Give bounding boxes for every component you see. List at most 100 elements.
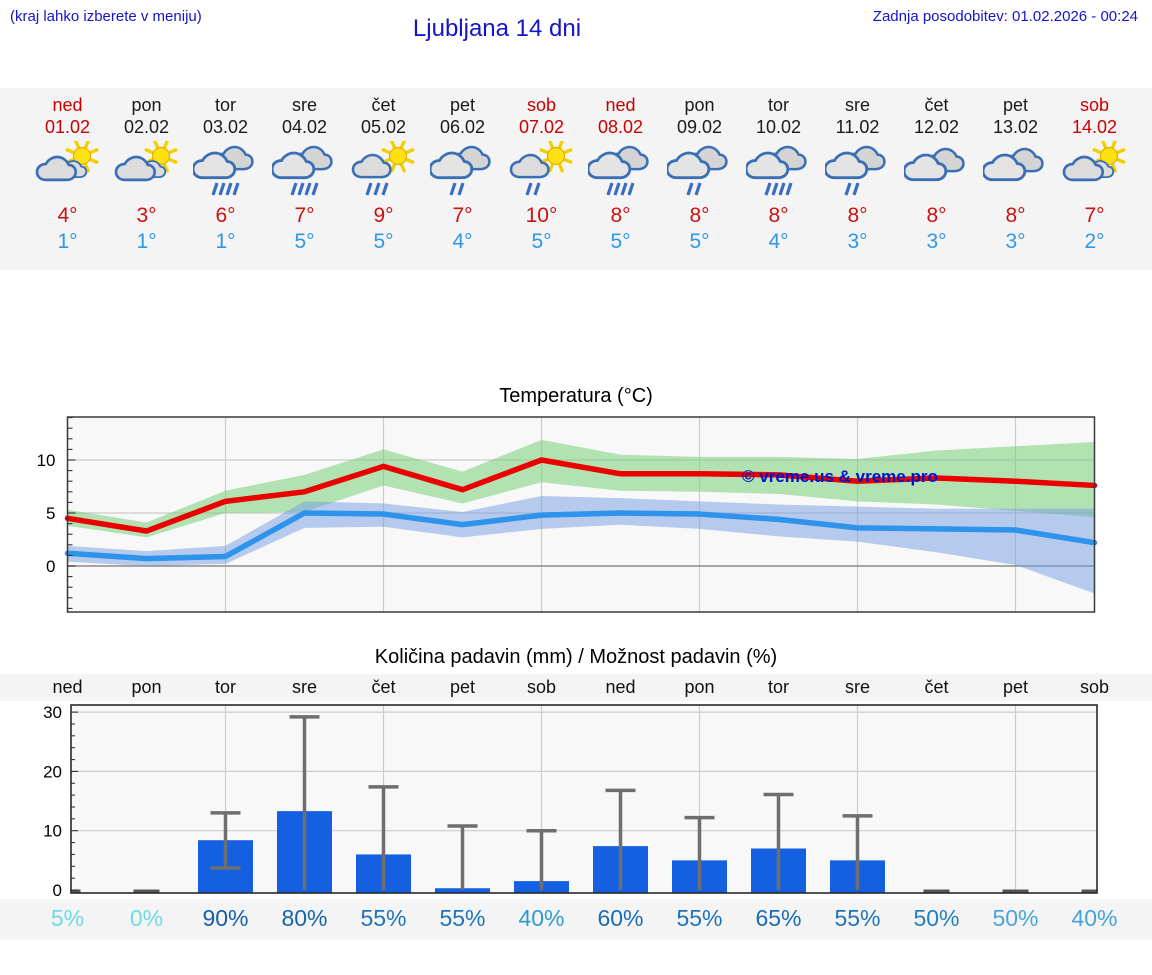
temp-y-tick-label: 10 (37, 451, 56, 470)
cloudy-icon (902, 147, 965, 182)
precip-y-tick-label: 0 (53, 881, 62, 898)
day-name: sre (844, 95, 870, 115)
high-temp: 8° (689, 204, 710, 227)
precip-day-label: sre (844, 677, 870, 697)
rain-icon (270, 145, 333, 196)
low-temp: 5° (689, 230, 710, 253)
low-temp: 1° (215, 230, 236, 253)
sun-light-rain-icon (509, 139, 572, 196)
day-date: 01.02 (44, 117, 91, 137)
low-temp: 3° (847, 230, 868, 253)
day-name: tor (767, 95, 789, 115)
low-temp: 3° (1005, 230, 1026, 253)
day-date: 02.02 (123, 117, 170, 137)
precipitation-chart-title: Količina padavin (mm) / Možnost padavin … (374, 646, 778, 668)
day-date: 08.02 (597, 117, 644, 137)
low-temp: 2° (1084, 230, 1105, 253)
last-update-text: Zadnja posodobitev: 01.02.2026 - 00:24 (872, 8, 1138, 25)
precip-day-labels-row: ned pon tor sre čet pet sob ned pon tor sre čet pet s… (0, 674, 1152, 701)
day-date: 07.02 (518, 117, 565, 137)
low-temp: 1° (57, 230, 78, 253)
temperature-chart-title: Temperatura (°C) (499, 385, 653, 407)
high-temp: 8° (1005, 204, 1026, 227)
high-temp: 8° (926, 204, 947, 227)
weather-icon (981, 141, 1049, 203)
low-temp: 5° (294, 230, 315, 253)
temp-y-tick-label: 0 (46, 557, 55, 576)
light-rain-icon (823, 145, 886, 196)
day-date: 05.02 (360, 117, 407, 137)
day-name: ned (52, 95, 83, 115)
weather-icon (744, 141, 812, 203)
page-title: Ljubljana 14 dni (412, 15, 582, 42)
high-temp: 7° (452, 204, 473, 227)
precip-bar (435, 888, 490, 893)
day-date: 10.02 (755, 117, 802, 137)
high-temp: 6° (215, 204, 236, 227)
low-temp: 1° (136, 230, 157, 253)
day-date: 03.02 (202, 117, 249, 137)
rain-icon (744, 145, 807, 196)
day-date: 09.02 (676, 117, 723, 137)
high-temp: 10° (525, 204, 558, 227)
day-date: 13.02 (992, 117, 1039, 137)
weather-icon (665, 141, 733, 203)
min-temperature-range (67, 496, 1095, 594)
weather-icon (586, 141, 654, 203)
precip-day-label: čet (371, 677, 396, 697)
day-name: pet (449, 95, 476, 115)
weather-icon (114, 139, 180, 203)
precip-y-tick-label: 30 (43, 703, 62, 722)
precip-probability: 50% (913, 905, 960, 931)
day-column: ned 01.02 4° 1° (28, 94, 107, 270)
day-column: tor 03.02 6° 1° (186, 94, 265, 270)
min-temperature-line (64, 510, 1098, 562)
precip-day-label: ned (605, 677, 636, 697)
precip-probability: 40% (518, 905, 565, 931)
day-column: pon 09.02 8° 5° (660, 94, 739, 270)
temp-y-tick-label: 5 (46, 504, 55, 523)
day-column: pet 13.02 8° 3° (976, 94, 1055, 270)
precip-probability: 80% (281, 905, 328, 931)
day-name: čet (924, 95, 949, 115)
day-name: tor (214, 95, 236, 115)
precipitation-chart: 0 10 20 30 (43, 703, 1098, 898)
low-temp: 5° (531, 230, 552, 253)
day-column: čet 05.02 9° 5° (344, 94, 423, 270)
day-name: ned (605, 95, 636, 115)
day-column: ned 08.02 8° 5° (581, 94, 660, 270)
rain-icon (191, 145, 254, 196)
day-name: pon (131, 95, 162, 115)
precip-day-label: ned (52, 677, 83, 697)
precip-day-label: čet (924, 677, 949, 697)
watermark-link[interactable]: © vreme.us & vreme.pro (742, 467, 938, 486)
day-date: 06.02 (439, 117, 486, 137)
max-temperature-line (64, 457, 1098, 534)
day-column: sre 04.02 7° 5° (265, 94, 344, 270)
precip-day-label: sob (526, 677, 557, 697)
max-temperature-range (67, 439, 1095, 538)
day-column: pon 02.02 3° 1° (107, 94, 186, 270)
partly-sunny-icon (35, 139, 98, 182)
day-name: pon (684, 95, 715, 115)
cloudy-icon (981, 147, 1044, 182)
precip-day-label: pon (131, 677, 162, 697)
precip-probability-row: 5% 0% 90% 80% 55% 55% 40% 60% 55% 65% 55% 50% 50% 40% (0, 899, 1152, 940)
day-name: pet (1002, 95, 1029, 115)
temperature-chart: 0 5 10 (37, 416, 1098, 613)
day-name: sre (291, 95, 317, 115)
partly-sunny-icon (1062, 139, 1125, 182)
high-temp: 9° (373, 204, 394, 227)
precip-probability: 0% (129, 905, 164, 931)
partly-sunny-icon (114, 139, 177, 182)
precip-probability: 60% (597, 905, 644, 931)
precip-probability: 55% (439, 905, 486, 931)
day-date: 12.02 (913, 117, 960, 137)
precip-probability: 50% (992, 905, 1039, 931)
weather-icon (35, 139, 101, 203)
weather-icon (509, 139, 575, 203)
precip-probability: 65% (755, 905, 802, 931)
day-name: sob (526, 95, 557, 115)
low-temp: 4° (768, 230, 789, 253)
